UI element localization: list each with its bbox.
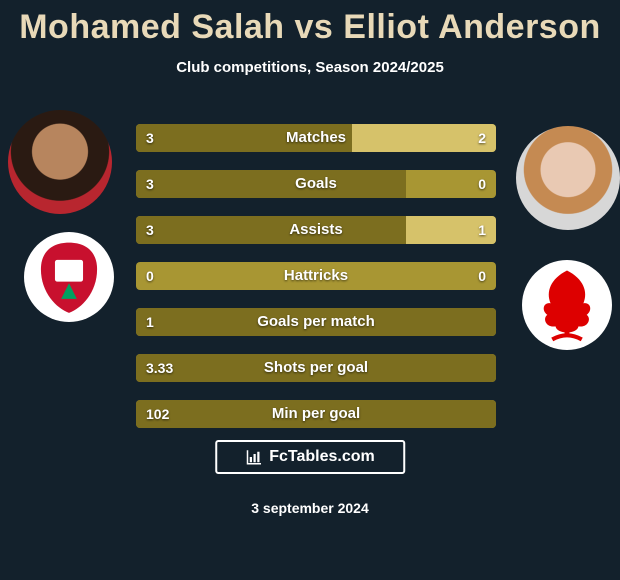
liverpool-crest-icon <box>30 238 108 316</box>
stat-row: 30Goals <box>136 170 496 198</box>
player-right-avatar <box>516 126 620 230</box>
stat-label: Shots per goal <box>136 354 496 382</box>
page-subtitle: Club competitions, Season 2024/2025 <box>0 59 620 76</box>
stat-row: 102Min per goal <box>136 400 496 428</box>
date-label: 3 september 2024 <box>0 500 620 516</box>
stat-row: 00Hattricks <box>136 262 496 290</box>
stat-label: Min per goal <box>136 400 496 428</box>
stat-label: Assists <box>136 216 496 244</box>
chart-icon <box>245 448 263 466</box>
brand-label: FcTables.com <box>269 448 375 466</box>
stat-label: Hattricks <box>136 262 496 290</box>
stat-row: 31Assists <box>136 216 496 244</box>
stat-label: Matches <box>136 124 496 152</box>
player-left-avatar <box>8 110 112 214</box>
page-title: Mohamed Salah vs Elliot Anderson <box>0 0 620 47</box>
face-placeholder-icon <box>516 126 620 230</box>
club-left-crest <box>24 232 114 322</box>
club-right-crest <box>522 260 612 350</box>
brand-badge: FcTables.com <box>215 440 405 474</box>
stat-row: 3.33Shots per goal <box>136 354 496 382</box>
forest-crest-icon <box>526 264 608 346</box>
stat-label: Goals <box>136 170 496 198</box>
comparison-bars: 32Matches 30Goals 31Assists 00Hattricks 1Goa… <box>136 124 496 446</box>
stat-row: 1Goals per match <box>136 308 496 336</box>
stat-label: Goals per match <box>136 308 496 336</box>
face-placeholder-icon <box>8 110 112 214</box>
stat-row: 32Matches <box>136 124 496 152</box>
